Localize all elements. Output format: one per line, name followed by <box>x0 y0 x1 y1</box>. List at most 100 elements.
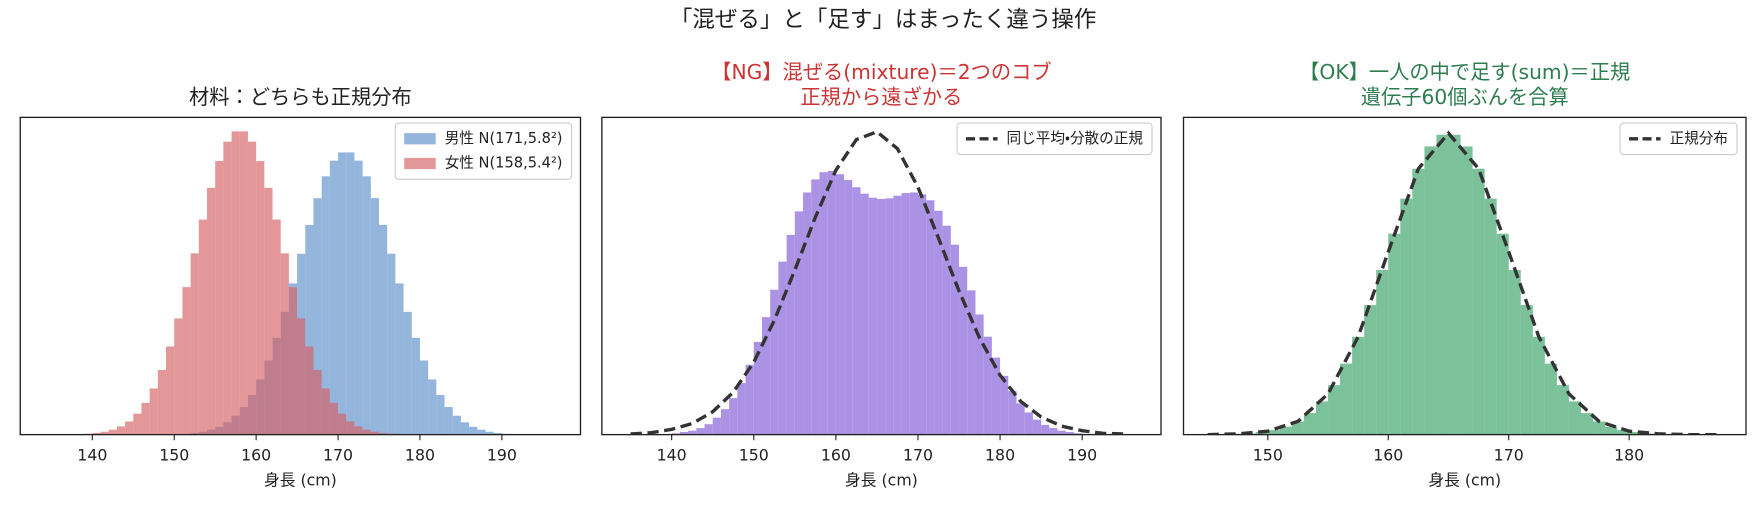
histogram-bar <box>942 225 951 435</box>
histogram-bar <box>379 432 388 435</box>
histogram-bar <box>876 198 886 435</box>
subplot-title: 遺伝子60個ぶんを合算 <box>1361 85 1569 109</box>
histogram-bar <box>305 346 314 435</box>
histogram-bar <box>991 357 1001 435</box>
histogram-bar <box>720 409 730 435</box>
histogram-bar <box>844 180 853 435</box>
histogram-bar <box>92 432 101 435</box>
histogram-bar <box>387 253 396 435</box>
histogram-bar <box>116 426 126 435</box>
histogram-bar <box>411 337 420 435</box>
histogram-bar <box>1580 413 1594 435</box>
histogram-bar <box>753 341 762 435</box>
histogram-bar <box>1520 305 1533 435</box>
legend-box <box>394 122 573 180</box>
subplot: 140 150 160 170 180 190 身長 (cm) 【NG】混ぜる(mixture… <box>601 60 1162 489</box>
histogram-bar <box>917 194 927 435</box>
reference-curve <box>630 129 1124 435</box>
histogram-bar <box>885 198 894 435</box>
histogram-bar <box>1352 336 1365 435</box>
axes-frame <box>19 116 582 436</box>
histogram-bar <box>761 317 771 435</box>
legend-box <box>956 122 1153 156</box>
histogram-bar <box>975 314 984 435</box>
histogram-bar <box>133 413 142 435</box>
legend-swatch <box>404 133 436 145</box>
histogram-bar <box>1544 363 1557 435</box>
histogram-bar <box>370 431 380 435</box>
histogram-bar <box>338 152 347 435</box>
histogram-bar <box>157 369 167 435</box>
histogram-bar <box>313 198 322 435</box>
subplot-title: 材料：どちらも正規分布 <box>189 85 412 109</box>
histogram-bar <box>704 424 713 435</box>
axes-frame <box>1182 116 1747 436</box>
histogram-bar <box>1065 432 1074 435</box>
histogram-bar <box>329 402 339 435</box>
histogram-bar <box>770 289 779 435</box>
histogram-bar <box>712 417 721 435</box>
x-tick-label: 190 <box>1067 446 1097 465</box>
histogram-bar <box>803 192 812 435</box>
histogram-bar <box>1041 424 1050 435</box>
x-tick-label: 180 <box>985 446 1015 465</box>
histogram-bar <box>436 395 445 435</box>
histogram-bar <box>149 388 158 435</box>
histogram-bar <box>272 219 281 435</box>
histogram-bar <box>1376 269 1389 435</box>
histogram-bar <box>934 210 943 435</box>
histogram-bar <box>338 413 347 435</box>
histogram-bar <box>868 197 877 435</box>
x-axis-label: 身長 (cm) <box>1428 470 1501 489</box>
histogram-bar <box>370 198 380 435</box>
histogram-bar <box>329 160 339 435</box>
histogram-bar <box>688 430 697 435</box>
x-tick-label: 180 <box>1614 446 1644 465</box>
histogram-bar <box>313 369 322 435</box>
histogram-bar <box>811 179 820 435</box>
histogram-bar <box>835 174 845 435</box>
x-tick-label: 170 <box>1494 446 1524 465</box>
histogram-bar <box>395 283 404 435</box>
histogram-bar <box>1629 431 1642 435</box>
histogram-bar <box>231 131 240 435</box>
histogram-bar <box>1532 336 1545 435</box>
histogram-bar <box>827 170 836 435</box>
histogram-bar <box>469 426 478 435</box>
histogram-bar <box>428 379 437 435</box>
histogram-bar <box>141 402 150 435</box>
histogram-bar <box>860 193 869 435</box>
legend: 正規分布 <box>1619 122 1738 156</box>
histogram-bar <box>1315 401 1329 435</box>
histogram-bar <box>1448 134 1461 435</box>
histogram-bar <box>305 224 314 435</box>
histogram-bar <box>247 141 257 435</box>
histogram-bar <box>477 429 486 435</box>
histogram-bar <box>1472 168 1485 435</box>
histogram-bar <box>1279 426 1292 435</box>
legend: 男性 N(171,5.8²) 女性 N(158,5.4²) <box>394 122 573 180</box>
histogram-bar <box>100 431 109 435</box>
subplot-title: 【NG】混ぜる(mixture)＝2つのコブ <box>711 60 1051 84</box>
histogram-bar <box>983 336 992 435</box>
histogram-bar <box>1412 168 1425 435</box>
histogram-bar <box>460 422 470 435</box>
histogram-bar <box>288 287 298 435</box>
x-tick-label: 140 <box>657 446 687 465</box>
histogram-bar <box>786 234 795 435</box>
histogram-bar <box>379 224 388 435</box>
histogram-bar <box>239 131 248 435</box>
histogram-bar <box>354 160 363 435</box>
x-tick-label: 150 <box>739 446 769 465</box>
histogram-bar <box>1049 428 1058 435</box>
histogram-bar <box>1617 430 1630 435</box>
histogram-bar <box>297 318 306 435</box>
x-tick-label: 160 <box>241 446 271 465</box>
histogram-bar <box>1364 305 1377 435</box>
histogram-bar <box>819 172 828 435</box>
x-axis-label: 身長 (cm) <box>845 470 918 489</box>
histogram-bar <box>444 407 453 435</box>
histogram-bar <box>166 346 175 435</box>
histogram-bar <box>346 152 355 435</box>
